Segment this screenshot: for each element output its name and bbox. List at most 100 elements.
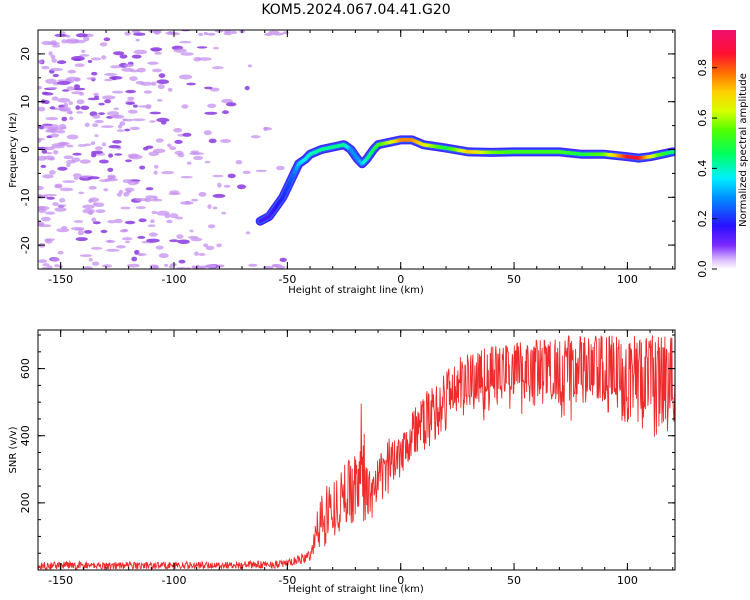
noise-blob xyxy=(87,60,93,63)
noise-blob xyxy=(223,184,231,188)
noise-blob xyxy=(131,30,141,34)
noise-blob xyxy=(194,251,199,256)
noise-blob xyxy=(125,102,136,105)
noise-blob xyxy=(129,126,140,131)
noise-blob xyxy=(208,138,217,144)
snr-plot-area xyxy=(38,335,675,570)
noise-blob xyxy=(121,237,133,241)
noise-blob xyxy=(101,142,107,147)
noise-blob xyxy=(217,264,225,268)
noise-blob xyxy=(114,218,123,224)
noise-blob xyxy=(123,191,130,197)
noise-blob xyxy=(120,206,131,210)
figure-title: KOM5.2024.067.04.41.G20 xyxy=(261,2,450,18)
noise-blob xyxy=(90,247,103,250)
noise-blob xyxy=(90,141,96,146)
noise-blob xyxy=(38,194,44,199)
noise-blob xyxy=(222,110,229,115)
noise-blob xyxy=(61,116,68,122)
noise-blob xyxy=(186,82,197,86)
noise-blob xyxy=(177,239,190,245)
colorbar-gradient xyxy=(712,30,736,269)
noise-blob xyxy=(65,34,71,38)
noise-blob xyxy=(127,96,135,101)
noise-blob xyxy=(83,36,90,42)
noise-blob xyxy=(107,174,116,179)
noise-blob xyxy=(92,114,101,119)
colorbar: 0.0 0.2 0.4 0.6 0.8 Normalized spectral ampl… xyxy=(696,30,749,278)
noise-blob xyxy=(212,206,218,210)
noise-blob xyxy=(82,204,95,210)
noise-blob xyxy=(76,111,84,114)
noise-blob xyxy=(221,211,227,215)
noise-blob xyxy=(116,129,125,133)
x-tick-label: -50 xyxy=(278,273,296,286)
noise-blob xyxy=(94,146,103,151)
noise-blob xyxy=(75,33,88,38)
noise-blob xyxy=(50,257,60,262)
noise-blob xyxy=(81,49,86,53)
noise-blob xyxy=(138,218,147,223)
noise-blob xyxy=(153,195,158,201)
noise-blob xyxy=(112,140,122,144)
noise-blob xyxy=(153,170,158,175)
noise-blob xyxy=(158,253,169,259)
noise-blob xyxy=(105,248,120,252)
noise-blob xyxy=(158,73,166,78)
noise-blob xyxy=(98,159,109,164)
noise-blob xyxy=(174,150,184,155)
noise-blob xyxy=(174,139,183,144)
noise-blob xyxy=(204,111,218,115)
colorbar-ticks: 0.0 0.2 0.4 0.6 0.8 xyxy=(696,59,717,278)
noise-blob xyxy=(109,76,123,80)
y-tick-label: 10 xyxy=(19,95,32,109)
noise-blob xyxy=(143,90,152,94)
noise-blob xyxy=(154,31,160,35)
noise-blob xyxy=(70,227,85,231)
noise-blob xyxy=(176,234,184,240)
y-tick-label: 600 xyxy=(19,358,32,379)
noise-blob xyxy=(65,159,76,164)
noise-blob xyxy=(42,174,54,179)
noise-blob xyxy=(112,90,124,94)
spectrogram-y-axis-label: Frequency (Hz) xyxy=(8,112,19,188)
noise-blob xyxy=(42,125,53,129)
noise-blob xyxy=(63,155,74,160)
spectrogram-plot-area xyxy=(38,30,675,269)
noise-blob xyxy=(124,128,131,132)
y-tick-label: 200 xyxy=(19,492,32,513)
noise-blob xyxy=(66,86,75,91)
noise-blob xyxy=(41,66,50,70)
noise-blob xyxy=(216,243,222,248)
noise-blob xyxy=(106,239,113,243)
noise-blob xyxy=(129,76,138,81)
noise-blob xyxy=(92,221,101,225)
snr-y-axis-label: SNR (v/v) xyxy=(8,426,19,473)
noise-blob xyxy=(128,154,143,160)
snr-panel: -150 -100 -50 0 50 100 200 400 600 Height of str… xyxy=(8,329,676,595)
noise-blob xyxy=(86,77,97,80)
noise-blob xyxy=(191,198,199,202)
noise-blob xyxy=(101,95,116,100)
noise-blob xyxy=(248,263,258,267)
noise-blob xyxy=(173,127,183,133)
noise-blob xyxy=(203,243,209,248)
noise-blob xyxy=(56,228,70,233)
noise-blob xyxy=(154,164,159,169)
noise-blob xyxy=(71,91,82,95)
noise-blob xyxy=(41,149,48,154)
colorbar-tick-label: 0.4 xyxy=(696,160,709,178)
noise-blob xyxy=(38,259,48,264)
x-tick-label: -150 xyxy=(48,574,73,587)
noise-blob xyxy=(264,32,274,36)
noise-blob xyxy=(45,130,59,133)
noise-blob xyxy=(113,51,125,56)
noise-blob xyxy=(49,170,56,175)
noise-blob xyxy=(50,54,56,60)
noise-blob xyxy=(38,60,43,64)
noise-blob xyxy=(45,78,57,84)
noise-blob xyxy=(61,89,70,92)
noise-blob xyxy=(207,32,216,36)
noise-blob xyxy=(88,199,93,203)
noise-blob xyxy=(90,152,97,158)
